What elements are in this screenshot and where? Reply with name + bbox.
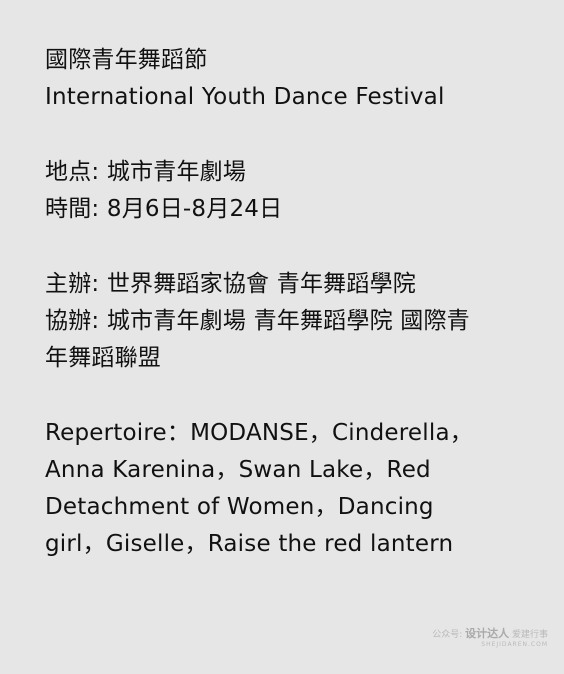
watermark-text: 公众号: 设计达人 爱建行事 [418, 628, 548, 641]
repertoire-line-2: Anna Karenina，Swan Lake，Red [45, 457, 431, 483]
time-line: 時間: 8月6日-8月24日 [45, 196, 283, 222]
spacer [45, 228, 545, 266]
repertoire-line-1: Repertoire：MODANSE，Cinderella， [45, 420, 473, 446]
festival-info: 國際青年舞蹈節 International Youth Dance Festiv… [45, 42, 545, 563]
watermark-suffix: 爱建行事 [509, 630, 548, 640]
repertoire-line-4: girl，Giselle，Raise the red lantern [45, 531, 454, 557]
spacer [45, 377, 545, 415]
festival-title-zh: 國際青年舞蹈節 [45, 47, 208, 73]
watermark-prefix: 公众号: [432, 630, 466, 640]
spacer [45, 116, 545, 154]
watermark: 公众号: 设计达人 爱建行事 SHEJIDAREN.COM [418, 628, 548, 649]
repertoire-line-3: Detachment of Women，Dancing [45, 494, 434, 520]
watermark-brand: 设计达人 [465, 627, 510, 640]
co-host-line-1: 協辦: 城市青年劇場 青年舞蹈學院 國際青 [45, 308, 470, 334]
co-host-line-2: 年舞蹈聯盟 [45, 345, 161, 371]
host-line: 主辦: 世界舞蹈家協會 青年舞蹈學院 [45, 271, 416, 297]
watermark-url: SHEJIDAREN.COM [481, 641, 548, 648]
festival-title-en: International Youth Dance Festival [45, 84, 445, 110]
location-line: 地点: 城市青年劇場 [45, 159, 247, 185]
